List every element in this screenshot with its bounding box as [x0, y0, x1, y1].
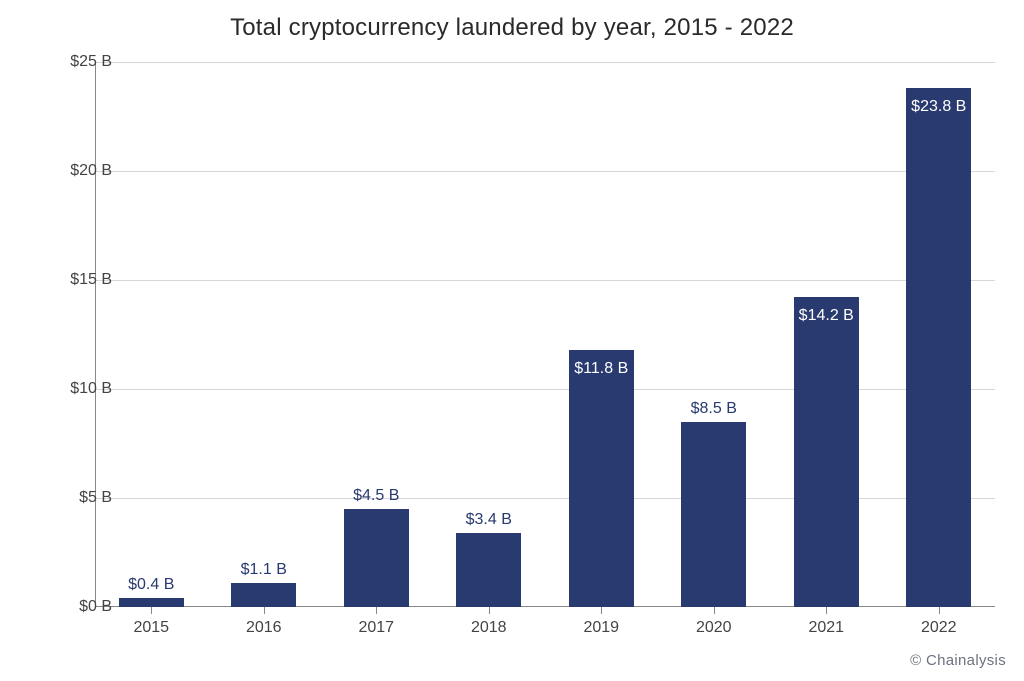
- gridline: [95, 171, 995, 172]
- x-axis-line: [95, 606, 995, 607]
- bar-value-label: $1.1 B: [241, 561, 287, 579]
- x-tick-mark: [714, 607, 715, 614]
- bar-value-label: $23.8 B: [911, 98, 966, 116]
- y-tick-label: $20 B: [32, 162, 112, 180]
- y-tick-label: $0 B: [32, 598, 112, 616]
- bar: $4.5 B: [344, 509, 409, 607]
- bar-value-label: $3.4 B: [466, 511, 512, 529]
- bar: $1.1 B: [231, 583, 296, 607]
- x-tick-mark: [601, 607, 602, 614]
- x-tick-mark: [826, 607, 827, 614]
- bar: $3.4 B: [456, 533, 521, 607]
- attribution-text: © Chainalysis: [910, 652, 1006, 669]
- y-tick-label: $15 B: [32, 271, 112, 289]
- bar-value-label: $8.5 B: [691, 400, 737, 418]
- x-tick-mark: [376, 607, 377, 614]
- x-tick-label: 2020: [658, 619, 770, 637]
- bar: $8.5 B: [681, 422, 746, 607]
- bar-value-label: $0.4 B: [128, 576, 174, 594]
- chart-plot-area: $0.4 B $1.1 B $4.5 B $3.4 B $11.8 B $8.5 B $14…: [95, 62, 995, 607]
- x-tick-label: 2022: [883, 619, 995, 637]
- bar-value-label: $11.8 B: [574, 360, 628, 378]
- bar: $0.4 B: [119, 598, 184, 607]
- x-tick-mark: [939, 607, 940, 614]
- bar: $11.8 B: [569, 350, 634, 607]
- x-tick-label: 2019: [545, 619, 657, 637]
- x-tick-label: 2021: [770, 619, 882, 637]
- gridline: [95, 280, 995, 281]
- y-axis-line: [95, 62, 96, 607]
- x-tick-label: 2015: [95, 619, 207, 637]
- y-tick-label: $25 B: [32, 53, 112, 71]
- gridline: [95, 62, 995, 63]
- x-tick-label: 2017: [320, 619, 432, 637]
- chart-title: Total cryptocurrency laundered by year, …: [0, 14, 1024, 42]
- y-tick-label: $10 B: [32, 380, 112, 398]
- x-tick-label: 2016: [208, 619, 320, 637]
- bar: $14.2 B: [794, 297, 859, 607]
- bar: $23.8 B: [906, 88, 971, 607]
- x-tick-mark: [151, 607, 152, 614]
- x-tick-label: 2018: [433, 619, 545, 637]
- x-tick-mark: [264, 607, 265, 614]
- gridline: [95, 389, 995, 390]
- bar-value-label: $4.5 B: [353, 487, 399, 505]
- bar-value-label: $14.2 B: [799, 307, 854, 325]
- x-tick-mark: [489, 607, 490, 614]
- gridline: [95, 498, 995, 499]
- chart-container: Total cryptocurrency laundered by year, …: [0, 0, 1024, 681]
- y-tick-label: $5 B: [32, 489, 112, 507]
